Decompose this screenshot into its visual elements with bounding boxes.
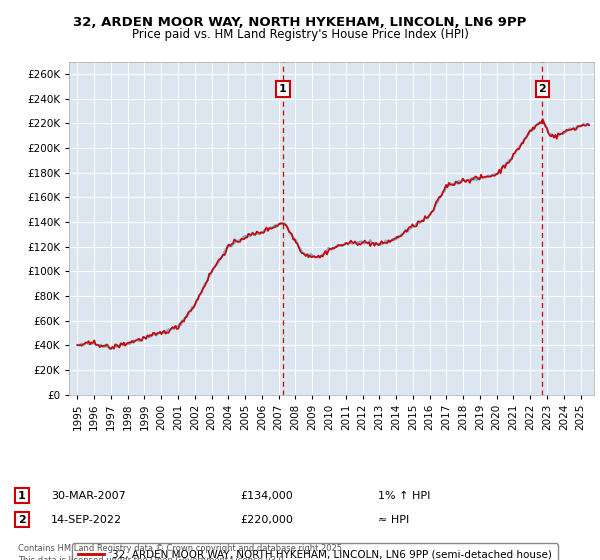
Text: 14-SEP-2022: 14-SEP-2022 <box>51 515 122 525</box>
Text: 2: 2 <box>538 84 546 94</box>
Text: 1% ↑ HPI: 1% ↑ HPI <box>378 491 430 501</box>
Text: £220,000: £220,000 <box>240 515 293 525</box>
Text: £134,000: £134,000 <box>240 491 293 501</box>
Text: Price paid vs. HM Land Registry's House Price Index (HPI): Price paid vs. HM Land Registry's House … <box>131 28 469 41</box>
Text: 2: 2 <box>18 515 26 525</box>
Text: Contains HM Land Registry data © Crown copyright and database right 2025.
This d: Contains HM Land Registry data © Crown c… <box>18 544 344 560</box>
Text: 1: 1 <box>279 84 287 94</box>
Legend: 32, ARDEN MOOR WAY, NORTH HYKEHAM, LINCOLN, LN6 9PP (semi-detached house), HPI: : 32, ARDEN MOOR WAY, NORTH HYKEHAM, LINCO… <box>71 543 559 560</box>
Text: 30-MAR-2007: 30-MAR-2007 <box>51 491 126 501</box>
Text: ≈ HPI: ≈ HPI <box>378 515 409 525</box>
Text: 32, ARDEN MOOR WAY, NORTH HYKEHAM, LINCOLN, LN6 9PP: 32, ARDEN MOOR WAY, NORTH HYKEHAM, LINCO… <box>73 16 527 29</box>
Text: 1: 1 <box>18 491 26 501</box>
